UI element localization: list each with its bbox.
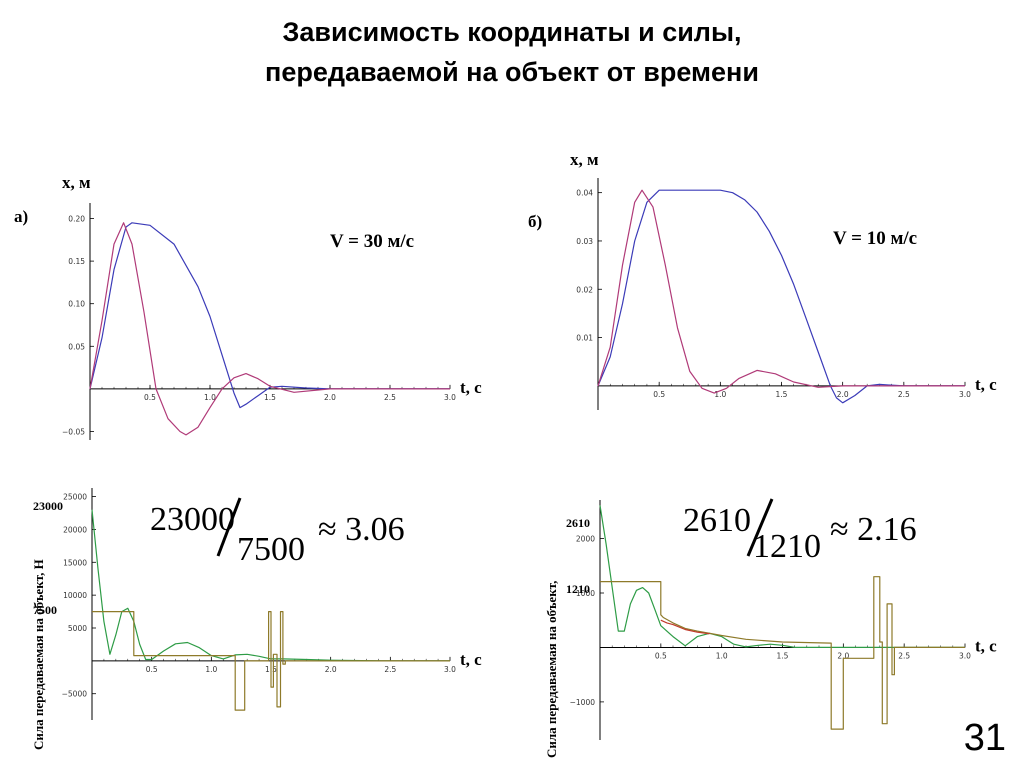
- y-tick-label: 0.03: [576, 237, 593, 246]
- y-tick-label: 10000: [63, 591, 87, 600]
- x-tick-label: 3.0: [444, 393, 456, 402]
- y-tick-label: 25000: [63, 493, 87, 502]
- x-axis-label: t, с: [975, 375, 997, 394]
- x-tick-label: 2.0: [837, 390, 849, 399]
- y-tick-label: 20000: [63, 525, 87, 534]
- chart-bottom-left: 0.5 1.0 1.5 2.0 2.5 3.0−500050001000015000200…: [62, 488, 482, 720]
- y-axis-label: x, м: [570, 150, 599, 169]
- x-tick-label: 2.5: [384, 393, 396, 402]
- series-line-1: [89, 222, 450, 409]
- x-tick-label: 2.5: [898, 390, 910, 399]
- x-tick-label: 1.0: [204, 393, 216, 402]
- x-tick-label: 0.5: [146, 665, 158, 674]
- x-tick-label: 2.5: [898, 651, 910, 660]
- marked-value: 1210: [566, 582, 590, 596]
- y-axis-label: Сила передаваемая на объект,: [544, 581, 559, 758]
- ratio-numerator: 23000: [150, 501, 235, 538]
- slide-title-line-1: Зависимость координаты и силы,: [282, 17, 742, 47]
- x-tick-label: 2.0: [324, 393, 336, 402]
- chart-top-right: 0.5 1.0 1.5 2.0 2.5 3.0 0.01 0.02 0.03 0.04 t, с: [576, 178, 997, 410]
- y-tick-label: 0.20: [68, 215, 85, 224]
- slide-title-line-2: передаваемой на объект от времени: [265, 57, 759, 87]
- x-axis-label: t, с: [460, 650, 482, 669]
- series-line-1: [599, 505, 965, 648]
- x-tick-label: 1.0: [714, 390, 726, 399]
- x-axis-label: t, с: [460, 378, 482, 397]
- y-tick-label: −1000: [570, 698, 596, 707]
- chart-bottom-right: 0.5 1.0 1.5 2.0 2.5 3.0 −1000 1000 2000 t, с: [570, 500, 997, 740]
- y-tick-label: −5000: [62, 690, 88, 699]
- series-line-2: [600, 576, 965, 730]
- y-axis-label: Сила передаваемая на объект, Н: [31, 559, 46, 750]
- y-tick-label: 2000: [576, 535, 595, 544]
- series-line-2: [92, 611, 450, 711]
- x-tick-label: 0.5: [655, 651, 667, 660]
- x-axis-label: t, с: [975, 636, 997, 655]
- ratio-slash: [746, 498, 774, 557]
- page-number: 31: [963, 717, 1006, 759]
- panel-label: б): [528, 212, 542, 231]
- x-tick-label: 0.5: [653, 390, 665, 399]
- ratio-denominator: 7500: [237, 531, 305, 568]
- ratio-numerator: 2610: [683, 502, 751, 539]
- ratio-result: ≈ 3.06: [318, 511, 405, 548]
- y-tick-label: 0.05: [68, 342, 85, 351]
- x-tick-label: 2.0: [325, 665, 337, 674]
- x-tick-label: 1.0: [205, 665, 217, 674]
- ratio-denominator: 1210: [753, 528, 821, 565]
- x-tick-label: 1.0: [716, 651, 728, 660]
- y-axis-label: x, м: [62, 173, 91, 192]
- y-tick-label: 0.01: [576, 334, 593, 343]
- marked-value: 2610: [566, 516, 590, 530]
- y-tick-label: 1000: [576, 589, 595, 598]
- marked-value: 7500: [33, 603, 57, 617]
- velocity-annotation: V = 10 м/с: [833, 228, 917, 249]
- x-tick-label: 3.0: [444, 665, 456, 674]
- x-tick-label: 1.5: [264, 393, 276, 402]
- x-tick-label: 2.0: [837, 651, 849, 660]
- ratio-slash: [216, 497, 242, 557]
- x-tick-label: 3.0: [959, 390, 971, 399]
- series-line-2: [89, 222, 450, 436]
- x-tick-label: 2.5: [384, 665, 396, 674]
- x-tick-label: 1.5: [777, 651, 789, 660]
- y-tick-label: 0.15: [68, 257, 85, 266]
- panel-label: а): [14, 207, 28, 226]
- series-line-3: [660, 619, 710, 635]
- slide-title: Зависимость координаты и силы, передавае…: [0, 12, 1024, 92]
- series-line-2: [597, 189, 965, 394]
- chart-top-left: 0.5 1.0 1.5 2.0 2.5 3.0 −0.05 0.05 0.10 0.15 0.20 t…: [62, 203, 482, 440]
- series-line-1: [597, 189, 965, 404]
- y-tick-label: 0.02: [576, 285, 593, 294]
- y-tick-label: 0.04: [576, 189, 593, 198]
- y-tick-label: 0.10: [68, 300, 85, 309]
- x-tick-label: 1.5: [776, 390, 788, 399]
- y-tick-label: 15000: [63, 558, 87, 567]
- y-tick-label: 5000: [68, 624, 87, 633]
- ratio-result: ≈ 2.16: [830, 511, 917, 548]
- x-tick-label: 0.5: [144, 393, 156, 402]
- x-tick-label: 3.0: [959, 651, 971, 660]
- marked-value: 23000: [33, 499, 63, 513]
- velocity-annotation: V = 30 м/с: [330, 231, 414, 252]
- y-tick-label: −0.05: [62, 427, 85, 436]
